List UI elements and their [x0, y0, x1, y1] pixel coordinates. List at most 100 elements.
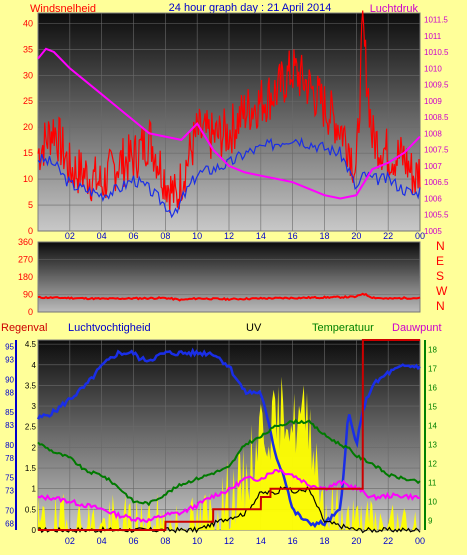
uv-tick-label: 1: [32, 485, 37, 494]
humidity-tick-label: 73: [5, 487, 14, 496]
temperature-axis-label: Temperatuur: [312, 322, 374, 334]
direction-tick-label: 0: [28, 307, 33, 317]
wind-tick-label: 0: [28, 226, 33, 236]
temperature-tick-label: 12: [428, 460, 437, 469]
temperature-line: [37, 418, 421, 507]
wind-tick-label: 5: [28, 200, 33, 210]
pressure-tick-label: 1010.5: [424, 48, 449, 57]
pressure-tick-label: 1007: [424, 162, 442, 171]
x-tick-label: 20: [351, 231, 361, 241]
x-tick-label: 16: [288, 231, 298, 241]
uv-tick-label: 4.5: [25, 340, 37, 349]
x-tick-label: 10: [192, 231, 202, 241]
direction-tick-label: 90: [23, 290, 33, 300]
x-tick-label: 20: [351, 536, 361, 546]
x-tick-label: 14: [256, 231, 266, 241]
pressure-axis-label: Luchtdruk: [370, 3, 419, 15]
wind-tick-label: 30: [23, 70, 33, 80]
humidity-line: [36, 347, 421, 529]
uv-axis-label: UV: [246, 322, 262, 334]
compass-label: N: [436, 299, 445, 313]
humidity-tick-label: 83: [5, 421, 14, 430]
x-tick-label: 22: [383, 231, 393, 241]
x-tick-label: 12: [224, 536, 234, 546]
dewpoint-axis-label: Dauwpunt: [392, 322, 442, 334]
wind-tick-label: 25: [23, 96, 33, 106]
pressure-tick-label: 1011.5: [424, 16, 448, 25]
wind-axis-label: Windsnelheid: [30, 3, 96, 15]
pressure-tick-label: 1011: [424, 32, 442, 41]
chart-title: 24 hour graph day : 21 April 2014: [169, 2, 332, 14]
uv-tick-label: 2.5: [25, 423, 37, 432]
temperature-tick-label: 13: [428, 441, 437, 450]
compass-label: N: [436, 239, 445, 253]
x-tick-label: 06: [128, 536, 138, 546]
pressure-tick-label: 1005: [424, 227, 442, 236]
temperature-tick-label: 15: [428, 403, 437, 412]
direction-tick-label: 360: [18, 237, 33, 247]
axis-ticks: 051015202530354010051005.510061006.51007…: [5, 16, 449, 546]
humidity-tick-label: 88: [5, 388, 14, 397]
wind-average-line: [37, 136, 421, 219]
wind-tick-label: 15: [23, 148, 33, 158]
temperature-tick-label: 9: [428, 517, 433, 526]
temperature-tick-label: 11: [428, 479, 437, 488]
humidity-tick-label: 78: [5, 454, 14, 463]
uv-tick-label: 2: [32, 443, 37, 452]
wind-gridlines: [38, 13, 421, 232]
x-tick-label: 02: [65, 231, 75, 241]
humidity-tick-label: 68: [5, 519, 14, 528]
uv-tick-label: 1.5: [25, 464, 37, 473]
wind-tick-label: 20: [23, 122, 33, 132]
wind-gust-line: [37, 10, 421, 213]
pressure-tick-label: 1008.5: [424, 113, 449, 122]
uv-tick-label: 0: [32, 526, 37, 535]
humidity-tick-label: 80: [5, 441, 14, 450]
wind-tick-label: 10: [23, 174, 33, 184]
humidity-tick-label: 75: [5, 474, 14, 483]
direction-tick-label: 180: [18, 272, 33, 282]
humidity-tick-label: 70: [5, 506, 14, 515]
x-tick-label: 16: [288, 536, 298, 546]
pressure-tick-label: 1009.5: [424, 81, 449, 90]
x-tick-label: 06: [128, 231, 138, 241]
x-tick-label: 08: [160, 231, 170, 241]
compass-label: S: [436, 269, 444, 283]
temperature-tick-label: 17: [428, 365, 437, 374]
x-tick-label: 02: [65, 536, 75, 546]
wind-series: [37, 10, 421, 219]
humidity-tick-label: 93: [5, 356, 14, 365]
pressure-tick-label: 1010: [424, 64, 442, 73]
x-tick-label: 04: [97, 536, 107, 546]
humidity-tick-label: 85: [5, 408, 14, 417]
climate-series: [36, 339, 421, 534]
uv-tick-label: 0.5: [25, 505, 37, 514]
pressure-tick-label: 1006: [424, 194, 442, 203]
rain-line: [38, 339, 420, 531]
x-tick-label: 00: [415, 536, 425, 546]
wind-direction-line: [37, 292, 421, 302]
uv-tick-label: 3.5: [25, 381, 37, 390]
x-tick-label: 12: [224, 231, 234, 241]
rain-axis-label: Regenval: [1, 322, 47, 334]
x-tick-label: 18: [319, 536, 329, 546]
x-tick-label: 08: [160, 536, 170, 546]
direction-series: [37, 292, 421, 302]
x-tick-label: 22: [383, 536, 393, 546]
pressure-line: [37, 47, 421, 200]
compass-label: W: [436, 284, 448, 298]
direction-gridlines: [38, 241, 420, 313]
x-tick-label: 04: [97, 231, 107, 241]
wind-tick-label: 35: [23, 44, 33, 54]
temperature-tick-label: 18: [428, 346, 437, 355]
x-tick-label: 10: [192, 536, 202, 546]
pressure-tick-label: 1007.5: [424, 146, 449, 155]
humidity-tick-label: 95: [5, 343, 14, 352]
x-tick-label: 14: [256, 536, 266, 546]
humidity-tick-label: 90: [5, 375, 14, 384]
pressure-tick-label: 1009: [424, 97, 442, 106]
temperature-tick-label: 10: [428, 498, 437, 507]
temperature-tick-label: 16: [428, 384, 437, 393]
x-tick-label: 18: [319, 231, 329, 241]
